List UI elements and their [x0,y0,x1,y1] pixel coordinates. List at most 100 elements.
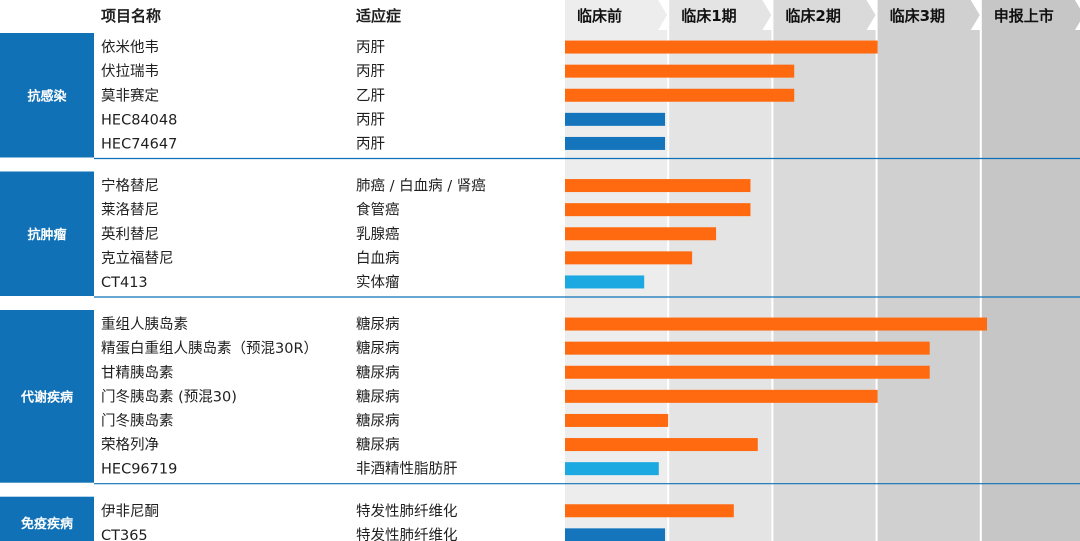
drug-name: 伏拉瑞韦 [101,63,159,80]
progress-bar [565,227,717,241]
category-label: 代谢疾病 [20,389,73,405]
progress-bar [565,251,693,265]
indication: 乙肝 [356,88,385,104]
indication: 糖尿病 [356,388,400,405]
category-box [0,310,94,483]
drug-name: CT413 [101,275,148,291]
table-row: 伊非尼酮 特发性肺纤维化 [101,503,734,520]
stage-label-2: 临床1期 [681,7,736,25]
drug-name: 英利替尼 [101,225,159,243]
progress-bar [565,179,751,193]
table-row: 荣格列净 糖尿病 [101,437,758,454]
table-row: 克立福替尼 白血病 [101,250,693,267]
progress-bar [565,64,795,78]
progress-bar [565,88,795,102]
drug-name: 依米他韦 [101,39,159,56]
progress-bar [565,438,758,452]
indication: 非酒精性脂肪肝 [356,461,458,478]
drug-name: 伊非尼酮 [101,503,159,520]
indication: 糖尿病 [356,437,400,454]
table-row: 精蛋白重组人胰岛素（预混30R） 糖尿病 [101,340,930,357]
table-row: 伏拉瑞韦 丙肝 [101,63,795,80]
table-row: 宁格替尼 肺癌 / 白血病 / 肾癌 [101,178,751,195]
drug-name: 甘精胰岛素 [101,364,174,381]
drug-name: 精蛋白重组人胰岛素（预混30R） [101,340,318,357]
stage-column-1 [565,0,668,541]
header-name: 项目名称 [101,7,161,25]
table-row: 甘精胰岛素 糖尿病 [101,364,930,381]
category-label: 抗感染 [27,88,67,104]
drug-name: 莱洛替尼 [101,202,159,219]
header: 项目名称 适应症 临床前 临床1期 临床2期 临床3期 申报上市 [101,7,1054,25]
progress-bar [565,275,645,289]
drug-name: HEC74647 [101,136,177,152]
indication: 食管癌 [356,202,400,219]
table-row: 门冬胰岛素 糖尿病 [101,412,669,429]
stage-column-3 [773,0,876,541]
category-box [0,496,94,541]
drug-name: HEC96719 [101,462,177,478]
category-label: 抗肿瘤 [27,227,66,243]
stage-backgrounds [565,0,1080,541]
drug-name: 门冬胰岛素 (预混30) [101,388,237,405]
indication: 糖尿病 [356,364,400,381]
indication: 乳腺癌 [356,226,400,243]
header-indication: 适应症 [356,7,401,25]
drug-name: 莫非赛定 [101,87,159,104]
progress-bar [565,365,930,379]
indication: 实体瘤 [356,274,400,291]
stage-column-2 [669,0,772,541]
stage-arrow-notch-top [762,0,772,15]
table-row: 依米他韦 丙肝 [101,39,878,56]
table-row: 重组人胰岛素 糖尿病 [101,316,988,333]
stage-label-3: 临床2期 [785,7,840,25]
stage-arrow-notch-top [1075,0,1080,9]
indication: 丙肝 [356,112,385,128]
stage-label-1: 临床前 [577,7,622,25]
indication: 特发性肺纤维化 [356,503,458,520]
indication: 特发性肺纤维化 [356,527,458,541]
indication: 肺癌 / 白血病 / 肾癌 [356,178,486,195]
table-row: HEC96719 非酒精性脂肪肝 [101,461,659,478]
stage-arrow-notch-top [970,0,980,15]
category-box [0,171,94,296]
stage-arrow-notch-top [658,0,668,15]
table-row: 英利替尼 乳腺癌 [101,225,717,243]
progress-bar [565,112,666,126]
drug-name: CT365 [101,528,148,541]
table-row: HEC74647 丙肝 [101,136,666,152]
drug-name: 门冬胰岛素 [101,412,174,429]
table-row: 莫非赛定 乙肝 [101,87,795,104]
progress-bar [565,528,666,541]
table-row: HEC84048 丙肝 [101,112,666,128]
stage-label-4: 临床3期 [890,7,945,25]
indication: 丙肝 [356,136,385,152]
stage-column-4 [877,0,980,541]
indication: 糖尿病 [356,340,400,357]
category-box [0,33,94,158]
table-row: 莱洛替尼 食管癌 [101,202,751,219]
drug-name: 宁格替尼 [101,178,159,195]
drug-name: 重组人胰岛素 [101,316,188,333]
progress-bar [565,341,930,355]
drug-name: HEC84048 [101,112,177,128]
table-row: CT365 特发性肺纤维化 [101,527,666,541]
progress-bar [565,40,878,54]
indication: 白血病 [356,250,400,267]
indication: 糖尿病 [356,316,400,333]
progress-bar [565,136,666,150]
table-row: 门冬胰岛素 (预混30) 糖尿病 [101,388,878,405]
progress-bar [565,504,734,518]
progress-bar [565,203,751,217]
indication: 丙肝 [356,64,385,80]
stage-label-5: 申报上市 [994,7,1054,25]
progress-bar [565,462,659,476]
stage-column-5 [981,0,1080,541]
progress-bar [565,317,988,331]
category-label: 免疫疾病 [21,516,73,532]
progress-bar [565,413,669,427]
drug-name: 荣格列净 [101,437,159,454]
